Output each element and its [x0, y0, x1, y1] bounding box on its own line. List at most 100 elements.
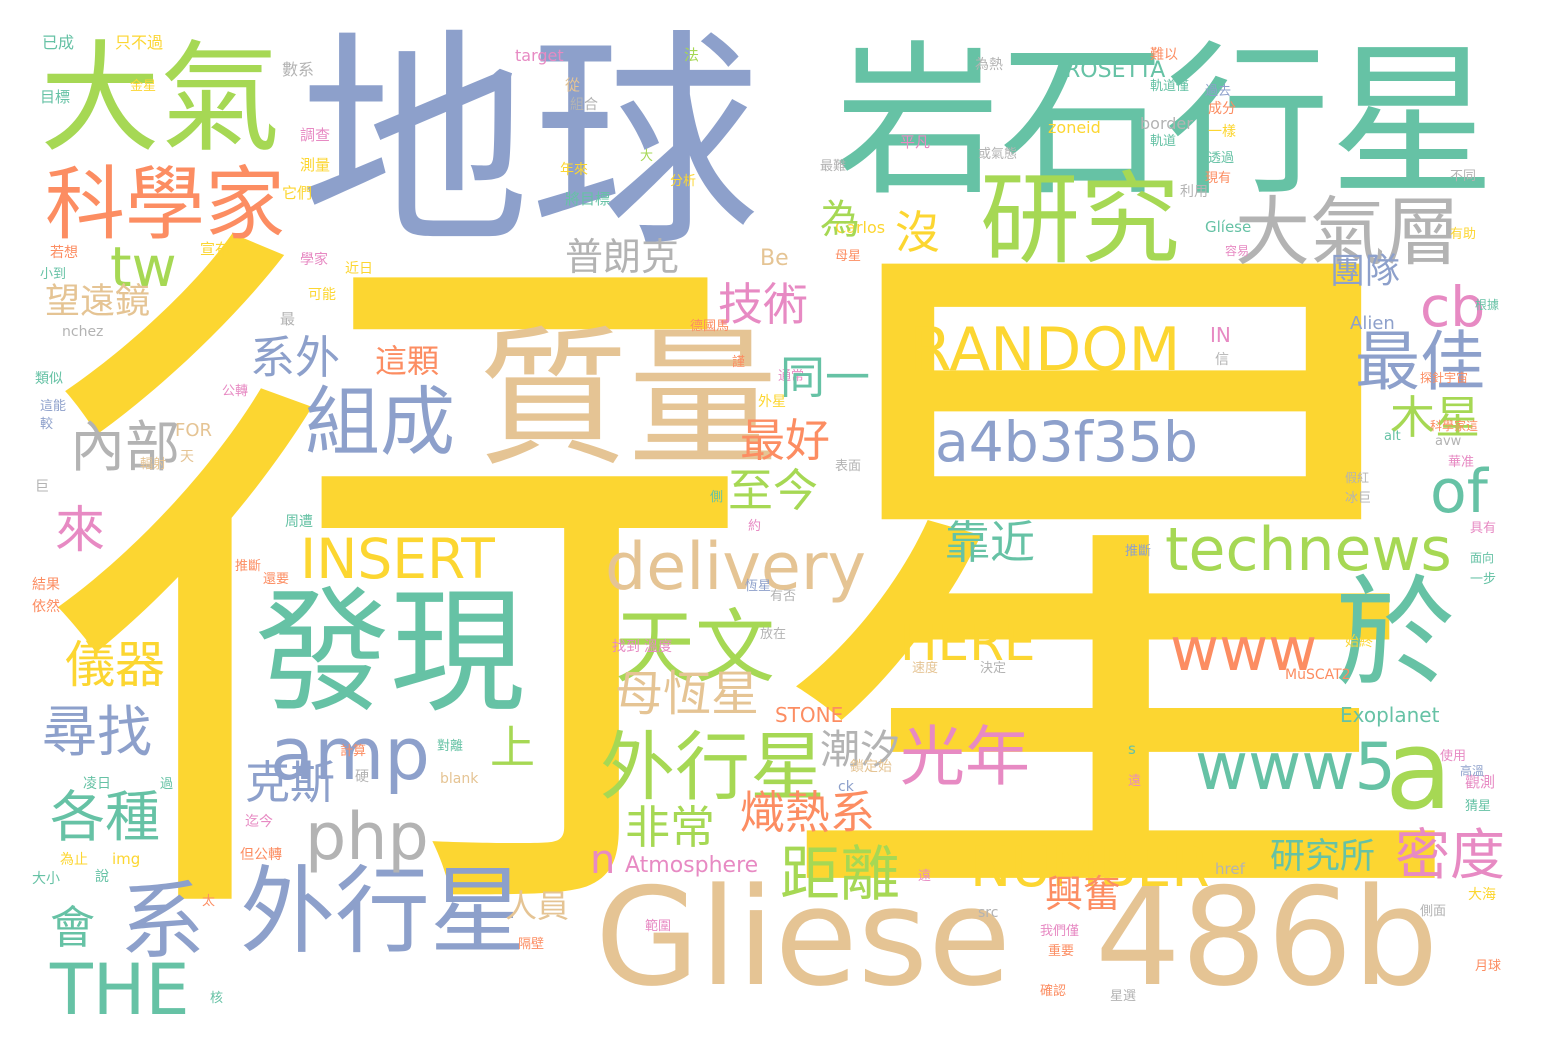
cloud-word: 推斷	[235, 559, 262, 574]
cloud-word: 最難	[820, 159, 847, 174]
cloud-word: 範圍	[645, 919, 672, 934]
cloud-word: 太	[202, 894, 216, 909]
cloud-word: 各種	[50, 785, 161, 849]
cloud-word: 發現	[255, 574, 525, 731]
cloud-word: 熾熱系	[740, 786, 876, 839]
cloud-word: 小到	[40, 267, 67, 282]
cloud-word: 一樣	[1208, 124, 1236, 140]
cloud-word: 具有	[1470, 521, 1497, 536]
cloud-word: 或氣態	[978, 147, 1018, 162]
cloud-word: 可能	[308, 287, 336, 303]
cloud-word: 透過	[1208, 151, 1235, 166]
cloud-word: 容易	[1225, 244, 1250, 258]
cloud-word: 系外	[250, 331, 341, 384]
cloud-word: 根據	[1475, 298, 1500, 312]
cloud-word: 找到	[612, 639, 640, 655]
cloud-word: 測量	[300, 156, 331, 174]
cloud-word: 約	[748, 519, 762, 534]
cloud-word: 溫度	[644, 639, 672, 655]
cloud-word: 探針宇宙	[1420, 371, 1469, 385]
cloud-word: 只不過	[115, 33, 164, 52]
cloud-word: 迄今	[245, 814, 273, 830]
cloud-word: www5	[1195, 730, 1396, 805]
cloud-word: Carlos	[835, 218, 886, 237]
cloud-word: 分析	[670, 174, 697, 189]
cloud-word: 通常	[778, 369, 805, 384]
cloud-word: 恆星	[745, 579, 772, 594]
cloud-word: Glíese	[1205, 218, 1252, 236]
cloud-word: 最	[280, 310, 296, 328]
cloud-word: src	[978, 905, 999, 921]
cloud-word: 若想	[50, 245, 78, 261]
cloud-word: 這能	[40, 399, 67, 414]
cloud-word: 高溫	[1460, 764, 1485, 778]
cloud-word: Gliese	[595, 859, 1012, 1016]
cloud-word: 光年	[900, 720, 1031, 795]
cloud-word: 公轉	[222, 384, 249, 399]
cloud-word: n	[590, 837, 616, 883]
cloud-word: 利用	[1180, 184, 1208, 200]
cloud-word: 團隊	[1330, 252, 1401, 292]
cloud-word: 研究	[980, 161, 1180, 278]
cloud-word: 沒	[895, 206, 941, 259]
cloud-word: of	[1430, 457, 1488, 527]
cloud-word: s	[1128, 740, 1136, 758]
cloud-word: 說	[95, 869, 109, 885]
cloud-word: 距離	[780, 840, 900, 910]
cloud-word: 遠	[1128, 774, 1142, 789]
cloud-word: 硬	[355, 769, 369, 785]
cloud-word: avw	[1435, 434, 1462, 449]
cloud-word: 它們	[282, 184, 313, 202]
cloud-word: 面向	[1470, 551, 1495, 565]
cloud-word: 調查	[300, 126, 331, 144]
cloud-word: 有助	[1450, 227, 1477, 242]
cloud-word: zoneid	[1048, 118, 1101, 137]
cloud-word: 系	[120, 873, 206, 972]
cloud-word: alt	[1384, 429, 1401, 444]
cloud-word: 質量	[478, 313, 779, 487]
cloud-word: 核	[210, 991, 224, 1006]
cloud-word: 486b	[1095, 859, 1439, 1016]
cloud-word: 軌道	[1150, 134, 1177, 149]
cloud-word: 外行星	[600, 723, 826, 811]
cloud-word: 尋找	[42, 700, 153, 764]
cloud-word: Alien	[1350, 313, 1395, 334]
cloud-word: 巨	[35, 479, 49, 495]
cloud-word: delivery	[605, 530, 867, 605]
cloud-word: 使用	[1440, 749, 1467, 764]
cloud-word: Atmosphere	[625, 853, 759, 878]
cloud-word: target	[515, 46, 564, 65]
cloud-word: 大海	[1468, 887, 1496, 903]
cloud-word: 年來	[560, 162, 588, 178]
cloud-word: 大氣	[40, 30, 280, 169]
cloud-word: 數系	[282, 60, 315, 79]
cloud-word: 結果	[32, 577, 60, 593]
cloud-word: 為止	[60, 852, 88, 868]
cloud-word: 平凡	[900, 133, 931, 151]
cloud-word: 但公轉	[240, 847, 282, 863]
cloud-word: NUMBER	[970, 835, 1210, 899]
cloud-word: 大氣層	[1235, 188, 1461, 276]
cloud-word: FOR	[175, 420, 213, 441]
cloud-word: technews	[1165, 515, 1452, 585]
cloud-word: a	[1385, 706, 1453, 834]
cloud-word: 不同	[1450, 169, 1477, 184]
cloud-word: STONE	[775, 703, 844, 727]
cloud-word: 地球	[300, 11, 761, 278]
cloud-word: amp	[270, 712, 430, 796]
cloud-word: 放在	[760, 627, 787, 642]
cloud-word: 側面	[1420, 904, 1447, 919]
cloud-word: 重要	[1048, 944, 1075, 959]
cloud-word: 信	[1215, 352, 1229, 368]
cloud-word: 隔壁	[518, 937, 545, 952]
cloud-word: Be	[760, 246, 789, 271]
cloud-word: 凌日	[83, 776, 111, 792]
cloud-word: MuSCAT2	[1285, 667, 1351, 683]
cloud-word: 望遠鏡	[45, 282, 151, 322]
cloud-word: 現有	[1205, 171, 1232, 186]
cloud-word: href	[1215, 860, 1245, 878]
cloud-word: 有否	[770, 589, 797, 604]
cloud-word: 計算	[340, 744, 367, 759]
cloud-word: 潮汐	[820, 727, 900, 773]
